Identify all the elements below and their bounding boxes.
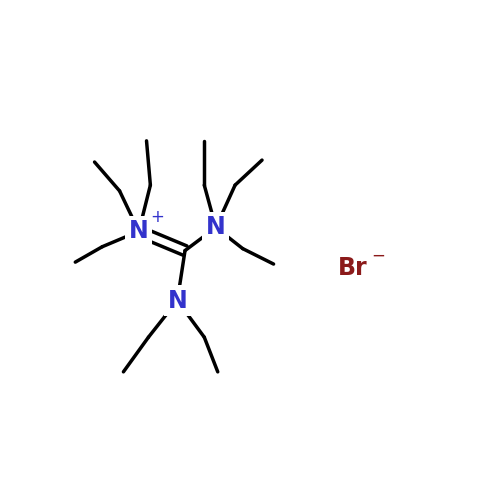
Text: +: + [150, 208, 164, 226]
Text: N: N [129, 220, 148, 244]
Text: N: N [168, 288, 187, 312]
Text: −: − [372, 246, 386, 264]
Text: Br: Br [338, 256, 368, 280]
Text: N: N [206, 216, 226, 240]
